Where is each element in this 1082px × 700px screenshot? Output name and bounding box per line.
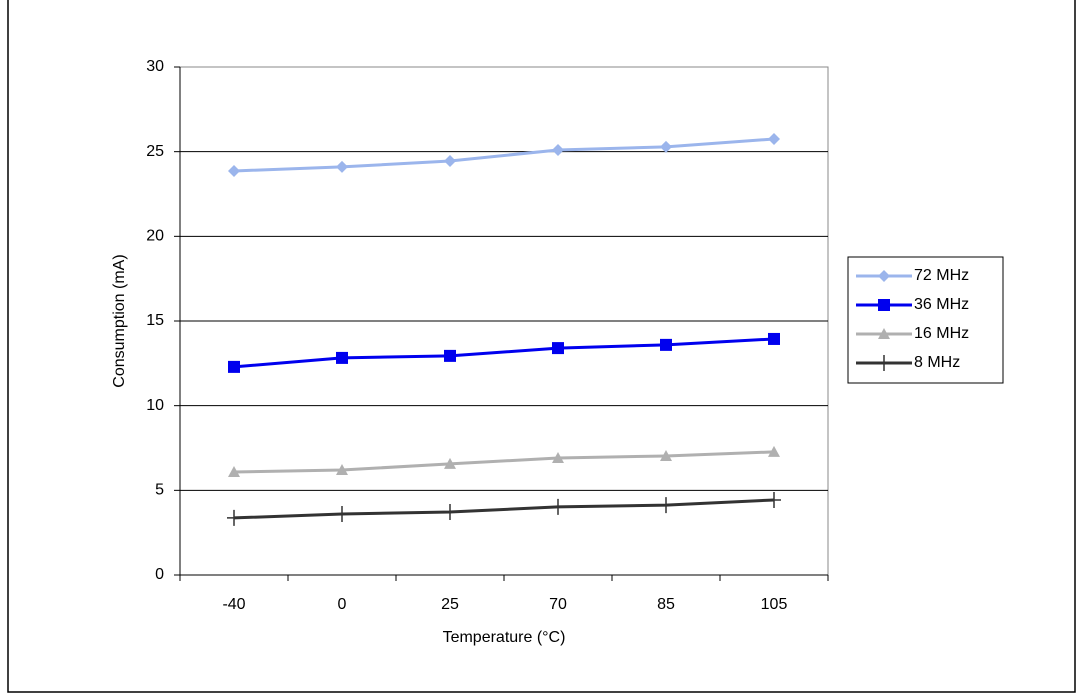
point	[336, 351, 348, 364]
point	[878, 270, 890, 282]
y-tick-label: 15	[146, 312, 164, 329]
y-tick-label: 5	[155, 482, 164, 499]
point	[335, 506, 349, 523]
x-tick-label: 85	[657, 596, 675, 613]
point	[768, 445, 780, 457]
chart-frame	[7, 0, 1076, 693]
point	[659, 497, 673, 514]
y-tick-label: 10	[146, 397, 164, 414]
point	[767, 491, 781, 508]
point	[551, 498, 565, 515]
point	[228, 466, 240, 478]
point	[552, 143, 564, 156]
point	[878, 328, 890, 339]
x-tick-label: 70	[549, 596, 567, 613]
series-line	[233, 450, 775, 474]
legend-label: 8 MHz	[914, 354, 960, 371]
series-line	[233, 337, 775, 369]
point	[336, 160, 348, 173]
point	[552, 342, 564, 355]
point	[768, 332, 780, 345]
point	[660, 140, 672, 153]
point	[336, 464, 348, 476]
point	[227, 509, 241, 526]
point	[878, 299, 890, 311]
y-tick-label: 0	[155, 566, 164, 583]
y-tick-label: 20	[146, 228, 164, 245]
point	[552, 451, 564, 463]
point	[768, 132, 780, 145]
point	[660, 449, 672, 461]
x-axis-label: Temperature (°C)	[443, 629, 566, 646]
x-tick-label: 0	[338, 596, 347, 613]
series-line	[233, 498, 775, 520]
point	[660, 338, 672, 351]
y-axis-label: Consumption (mA)	[111, 254, 128, 387]
x-tick-label: -40	[222, 596, 245, 613]
point	[444, 349, 456, 362]
series-line	[233, 137, 775, 173]
point	[444, 154, 456, 167]
y-tick-label: 30	[146, 58, 164, 75]
y-tick-label: 25	[146, 143, 164, 160]
point	[228, 360, 240, 373]
point	[877, 355, 891, 371]
x-tick-label: 25	[441, 596, 459, 613]
legend-label: 16 MHz	[914, 325, 969, 342]
point	[444, 457, 456, 469]
legend-label: 72 MHz	[914, 267, 969, 284]
x-tick-label: 105	[761, 596, 788, 613]
point	[228, 164, 240, 177]
legend-label: 36 MHz	[914, 296, 969, 313]
point	[443, 504, 457, 521]
